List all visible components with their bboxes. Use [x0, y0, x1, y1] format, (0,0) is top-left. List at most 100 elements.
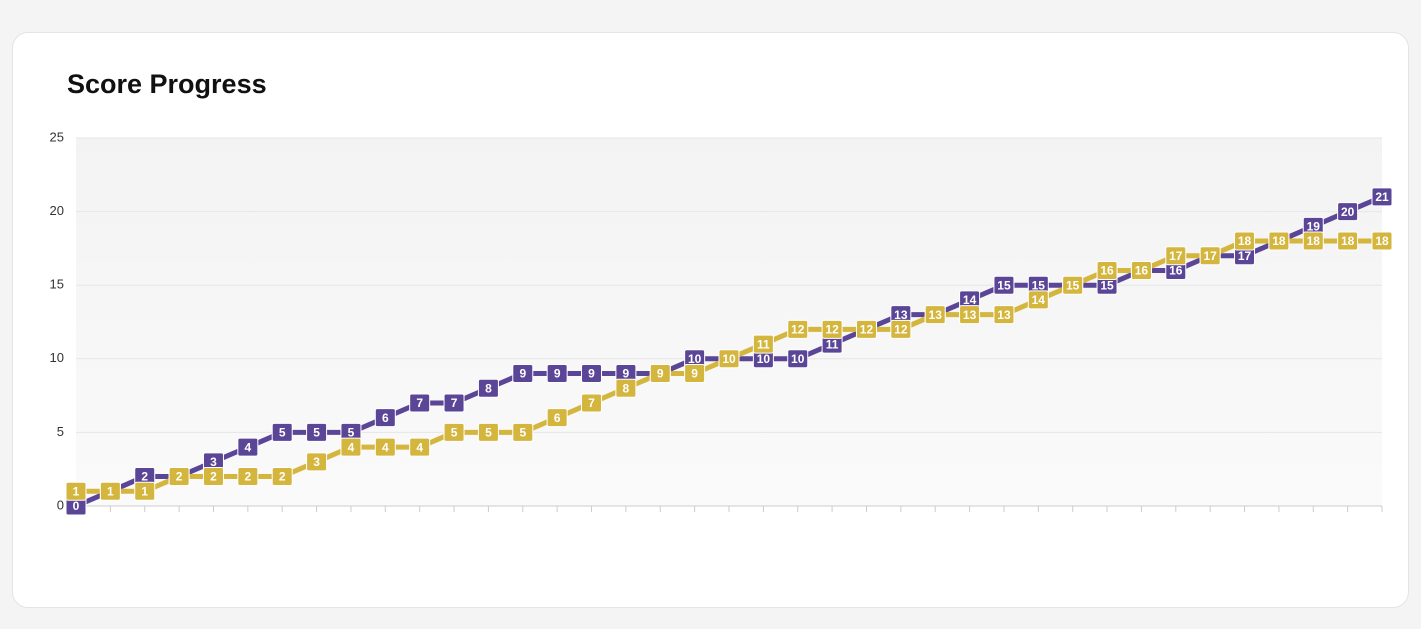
data-label: 15 [1032, 278, 1046, 292]
point-marker [752, 334, 774, 354]
data-label: 18 [1307, 234, 1321, 248]
point-marker [443, 422, 465, 442]
point-marker [1062, 275, 1084, 295]
data-label: 2 [141, 470, 148, 484]
data-label: 17 [1169, 249, 1183, 263]
point-marker [409, 437, 431, 457]
data-label: 15 [997, 278, 1011, 292]
data-label: 16 [1169, 264, 1183, 278]
data-label: 13 [963, 308, 977, 322]
point-marker [271, 467, 293, 487]
data-label: 10 [791, 352, 805, 366]
data-label: 16 [1100, 264, 1114, 278]
point-marker [1165, 246, 1187, 266]
data-label: 3 [313, 455, 320, 469]
data-label: 18 [1238, 234, 1252, 248]
point-marker [477, 422, 499, 442]
point-marker [1337, 202, 1359, 222]
point-marker [546, 408, 568, 428]
point-marker [1027, 290, 1049, 310]
data-label: 13 [894, 308, 908, 322]
point-marker [340, 437, 362, 457]
data-label: 2 [244, 470, 251, 484]
data-label: 18 [1341, 234, 1355, 248]
data-label: 5 [348, 426, 355, 440]
data-label: 2 [176, 470, 183, 484]
point-marker [684, 364, 706, 384]
data-label: 9 [691, 367, 698, 381]
data-label: 8 [623, 381, 630, 395]
point-marker [1302, 231, 1324, 251]
data-label: 6 [554, 411, 561, 425]
data-label: 4 [382, 440, 389, 454]
point-marker [477, 378, 499, 398]
point-marker [65, 481, 87, 501]
data-label: 11 [826, 337, 839, 351]
y-tick-label: 20 [50, 203, 64, 218]
data-label: 18 [1272, 234, 1286, 248]
data-label: 9 [657, 367, 664, 381]
data-label: 1 [73, 484, 80, 498]
data-label: 16 [1135, 264, 1149, 278]
data-label: 15 [1100, 278, 1114, 292]
point-marker [1096, 260, 1118, 280]
point-marker [374, 408, 396, 428]
point-marker [821, 319, 843, 339]
data-label: 12 [860, 323, 874, 337]
y-tick-label: 5 [57, 424, 64, 439]
point-marker [1199, 246, 1221, 266]
point-marker [374, 437, 396, 457]
data-label: 21 [1375, 190, 1389, 204]
data-label: 9 [554, 367, 561, 381]
point-marker [168, 467, 190, 487]
point-marker [546, 364, 568, 384]
data-label: 5 [485, 426, 492, 440]
data-label: 15 [1066, 278, 1080, 292]
data-label: 17 [1203, 249, 1217, 263]
point-marker [581, 364, 603, 384]
data-label: 9 [623, 367, 630, 381]
data-label: 14 [1032, 293, 1046, 307]
data-label: 10 [757, 352, 771, 366]
data-label: 7 [451, 396, 458, 410]
point-marker [306, 422, 328, 442]
data-label: 7 [588, 396, 595, 410]
plot-area [76, 138, 1382, 506]
data-label: 5 [451, 426, 458, 440]
data-label: 4 [348, 440, 355, 454]
y-tick-label: 15 [50, 277, 64, 292]
data-label: 1 [107, 484, 114, 498]
y-tick-label: 0 [57, 497, 64, 512]
data-label: 12 [894, 323, 908, 337]
y-tick-label: 10 [50, 350, 64, 365]
data-label: 20 [1341, 205, 1355, 219]
data-label: 13 [929, 308, 943, 322]
point-marker [615, 378, 637, 398]
data-label: 13 [997, 308, 1011, 322]
data-label: 12 [791, 323, 805, 337]
point-marker [1371, 231, 1393, 251]
data-label: 12 [825, 323, 839, 337]
data-label: 10 [688, 352, 702, 366]
chart-title: Score Progress [67, 69, 267, 99]
point-marker [1130, 260, 1152, 280]
point-marker [409, 393, 431, 413]
data-label: 2 [210, 470, 217, 484]
point-marker [787, 319, 809, 339]
point-marker [787, 349, 809, 369]
point-marker [993, 305, 1015, 325]
data-label: 3 [210, 455, 217, 469]
data-label: 10 [722, 352, 736, 366]
point-marker [890, 319, 912, 339]
point-marker [443, 393, 465, 413]
point-marker [134, 481, 156, 501]
point-marker [237, 437, 259, 457]
point-marker [99, 481, 121, 501]
data-label: 5 [313, 426, 320, 440]
data-label: 0 [73, 499, 80, 513]
data-label: 5 [519, 426, 526, 440]
data-label: 19 [1307, 219, 1321, 233]
point-marker [1371, 187, 1393, 207]
point-marker [306, 452, 328, 472]
